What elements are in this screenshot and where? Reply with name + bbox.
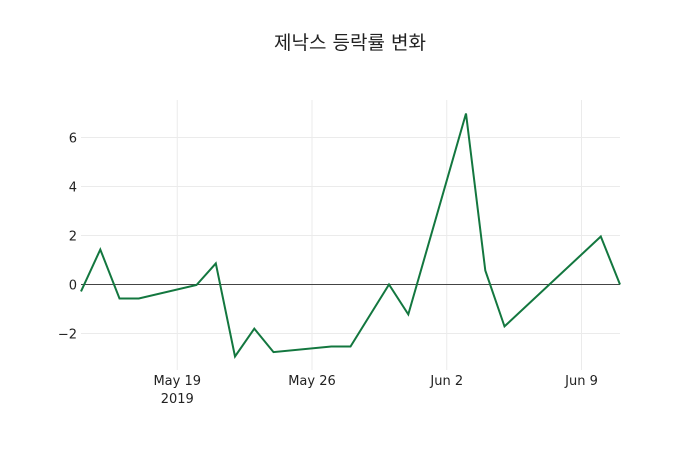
chart-title: 제낙스 등락률 변화 (274, 32, 426, 54)
y-tick-label: 6 (69, 132, 77, 147)
x-tick-year: 2019 (161, 392, 194, 407)
y-tick-label: 0 (69, 279, 77, 294)
x-tick-label: May 19 (153, 374, 201, 389)
y-tick-label: 2 (69, 230, 77, 245)
gridlines (81, 100, 620, 370)
series-line (80, 113, 621, 359)
x-axis: May 19 2019 May 26 Jun 2 Jun 9 (153, 374, 597, 407)
x-tick-label: Jun 9 (564, 374, 598, 389)
x-tick-label: May 26 (288, 374, 336, 389)
y-tick-label: 4 (69, 181, 77, 196)
x-tick-label: Jun 2 (429, 374, 463, 389)
y-tick-label: −2 (58, 328, 77, 343)
y-axis: −2 0 2 4 6 (58, 132, 77, 343)
